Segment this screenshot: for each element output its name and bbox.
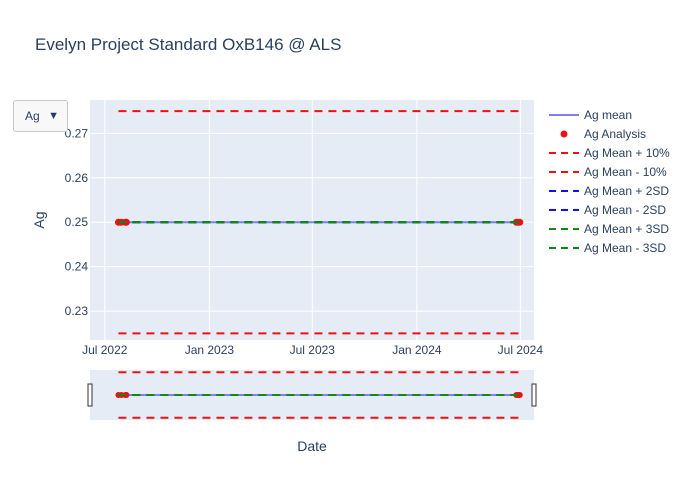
x-tick-label: Jul 2022	[82, 343, 128, 357]
y-tick-label: 0.23	[65, 304, 89, 318]
y-tick-label: 0.27	[65, 126, 89, 140]
y-tick-label: 0.26	[65, 171, 89, 185]
legend-item[interactable]: Ag Analysis	[560, 127, 647, 141]
x-tick-labels: Jul 2022 Jan 2023 Jul 2023 Jan 2024 Jul 2024	[82, 343, 543, 357]
legend-label: Ag Mean - 2SD	[584, 203, 666, 217]
data-point[interactable]	[516, 218, 524, 226]
legend-label: Ag Mean - 3SD	[584, 241, 666, 255]
chart-title: Evelyn Project Standard OxB146 @ ALS	[35, 35, 341, 54]
y-tick-label: 0.24	[65, 260, 89, 274]
legend-item[interactable]: Ag Mean + 2SD	[549, 184, 669, 198]
x-axis-title: Date	[297, 438, 327, 454]
legend-label: Ag Mean + 10%	[584, 146, 670, 160]
legend-marker	[560, 130, 568, 138]
variable-dropdown[interactable]: Ag ▼	[13, 100, 68, 132]
range-slider-right-handle[interactable]	[531, 383, 537, 407]
legend-label: Ag Mean + 3SD	[584, 222, 669, 236]
dropdown-selected-value: Ag	[25, 109, 40, 123]
y-axis-title: Ag	[31, 211, 47, 228]
legend-item[interactable]: Ag mean	[549, 108, 632, 122]
main-series	[114, 110, 524, 335]
legend-label: Ag Mean + 2SD	[584, 184, 669, 198]
x-tick-label: Jan 2024	[392, 343, 442, 357]
legend-item[interactable]: Ag Mean + 3SD	[549, 222, 669, 236]
legend-label: Ag mean	[584, 108, 632, 122]
legend-item[interactable]: Ag Mean + 10%	[549, 146, 670, 160]
range-slider-left-handle[interactable]	[87, 383, 93, 407]
slider-data-point[interactable]	[516, 392, 523, 398]
y-tick-labels: 0.23 0.24 0.25 0.26 0.27	[65, 126, 89, 318]
x-tick-label: Jul 2023	[290, 343, 336, 357]
x-tick-label: Jul 2024	[498, 343, 544, 357]
triangle-down-icon: ▼	[48, 110, 59, 122]
legend-label: Ag Mean - 10%	[584, 165, 667, 179]
x-tick-label: Jan 2023	[185, 343, 235, 357]
y-tick-label: 0.25	[65, 215, 89, 229]
legend-item[interactable]: Ag Mean - 10%	[549, 165, 667, 179]
range-slider-series	[115, 371, 523, 419]
legend: Ag mean Ag Analysis Ag Mean + 10% Ag Mean -…	[549, 108, 670, 255]
legend-item[interactable]: Ag Mean - 3SD	[549, 241, 666, 255]
legend-label: Ag Analysis	[584, 127, 646, 141]
legend-item[interactable]: Ag Mean - 2SD	[549, 203, 666, 217]
